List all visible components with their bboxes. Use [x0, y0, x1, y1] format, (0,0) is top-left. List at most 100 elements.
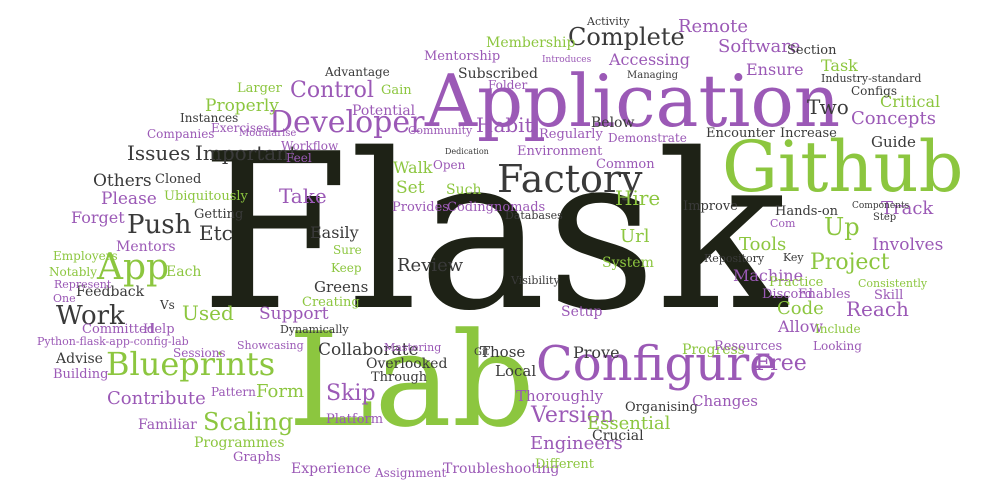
word-essential: Essential [587, 413, 671, 434]
word-concepts: Concepts [851, 108, 936, 129]
word-flask: Flask [200, 107, 787, 358]
word-introduces: Introduces [542, 55, 592, 65]
word-organising: Organising [625, 400, 698, 415]
word-regularly: Regularly [539, 127, 603, 142]
word-include: Include [815, 322, 861, 336]
word-track: Track [881, 198, 934, 219]
word-folder: Folder [488, 78, 528, 92]
word-changes: Changes [692, 392, 758, 410]
word-project: Project [810, 250, 890, 275]
word-exercises: Exercises [211, 121, 270, 135]
word-up: Up [824, 213, 860, 241]
word-involves: Involves [872, 235, 944, 255]
word-visibility: Visibility [511, 274, 560, 287]
word-experience: Experience [291, 461, 371, 477]
word-application: Application [425, 59, 841, 143]
word-encounter: Encounter [706, 126, 775, 141]
word-progress: Progress [682, 342, 745, 358]
word-com: Com [770, 217, 796, 230]
word-notably: Notably [49, 265, 97, 279]
word-those: Those [480, 343, 526, 361]
word-python-flask-app-config-lab: Python-flask-app-config-lab [37, 335, 189, 348]
word-improve: Improve [683, 199, 738, 214]
word-committed: Committed [82, 322, 156, 337]
word-programmes: Programmes [194, 435, 285, 451]
word-vs: Vs [160, 298, 175, 312]
word-environment: Environment [517, 144, 603, 159]
word-each: Each [166, 264, 202, 280]
word-discord: Discord [762, 287, 813, 302]
word-configs: Configs [851, 84, 897, 98]
word-two: Two [807, 95, 849, 119]
word-resources: Resources [714, 339, 783, 354]
word-skill: Skill [874, 288, 904, 303]
word-form: Form [256, 381, 305, 402]
word-system: System [602, 255, 654, 271]
word-creating: Creating [302, 295, 360, 310]
word-ubiquitously: Ubiquitously [164, 189, 248, 204]
word-assignment: Assignment [375, 466, 447, 480]
word-feel: Feel [286, 151, 312, 165]
word-scaling: Scaling [203, 408, 294, 436]
word-version: Version [531, 403, 615, 428]
word-open: Open [433, 158, 466, 172]
word-subscribed: Subscribed [458, 66, 538, 82]
word-looking: Looking [813, 339, 862, 353]
word-increase: Increase [780, 126, 837, 141]
word-practice: Practice [769, 275, 824, 290]
word-contribute: Contribute [107, 388, 206, 409]
word-instances: Instances [180, 111, 239, 125]
word-engineers: Engineers [530, 433, 623, 454]
word-walk: Walk [393, 158, 433, 177]
word-employers: Employers [53, 249, 118, 263]
word-sure: Sure [333, 243, 362, 257]
word-represent: Represent [54, 278, 112, 291]
word-allow: Allow [778, 317, 824, 336]
word-work: Work [56, 301, 125, 331]
word-free: Free [755, 351, 807, 376]
word-prove: Prove [573, 343, 620, 362]
word-others: Others [93, 171, 152, 191]
word-cloned: Cloned [155, 172, 202, 187]
word-reach: Reach [846, 297, 909, 321]
word-such: Such [446, 182, 482, 198]
word-platform: Platform [326, 412, 384, 427]
word-pattern: Pattern [211, 385, 256, 399]
word-support: Support [259, 304, 329, 324]
word-sessions: Sessions [173, 346, 226, 360]
word-local: Local [495, 362, 537, 380]
word-graphs: Graphs [233, 450, 281, 465]
word-git: Git [474, 347, 490, 358]
word-lab: Lab [288, 304, 536, 456]
word-developer: Developer [269, 105, 425, 140]
word-remote: Remote [678, 16, 748, 37]
word-habit: Habit [476, 113, 533, 137]
word-one: One [53, 292, 76, 305]
word-control: Control [290, 78, 374, 103]
word-companies: Companies [147, 127, 215, 141]
word-critical: Critical [880, 92, 941, 111]
word-gain: Gain [381, 83, 412, 98]
word-mastering: Mastering [384, 341, 442, 354]
word-ensure: Ensure [746, 60, 804, 79]
word-feedback: Feedback [76, 284, 145, 300]
word-properly: Properly [205, 96, 279, 116]
word-github: Github [722, 126, 964, 208]
word-factory: Factory [497, 157, 643, 201]
word-set: Set [396, 178, 425, 198]
word-advise: Advise [56, 351, 103, 367]
word-community: Community [408, 124, 473, 137]
word-repository: Repository [704, 252, 765, 265]
word-configure: Configure [536, 336, 778, 392]
word-enables: Enables [798, 287, 851, 302]
word-potential: Potential [352, 103, 416, 119]
word-machine: Machine [733, 266, 804, 285]
word-etc: Etc [199, 221, 233, 245]
word-modularise: Modularise [239, 128, 297, 139]
word-dynamically: Dynamically [280, 323, 349, 336]
word-blueprints: Blueprints [106, 345, 276, 383]
word-take: Take [279, 184, 327, 208]
word-accessing: Accessing [609, 50, 691, 69]
word-forget: Forget [71, 208, 125, 227]
